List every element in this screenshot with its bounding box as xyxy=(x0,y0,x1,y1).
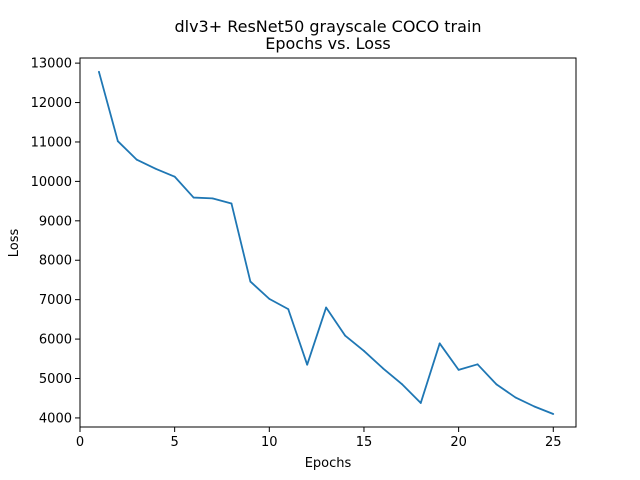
data-point xyxy=(154,167,157,170)
x-tick-label: 0 xyxy=(76,435,84,450)
data-point xyxy=(344,334,346,337)
y-tick-label: 4000 xyxy=(39,411,72,426)
x-tick-label: 10 xyxy=(261,435,278,450)
y-tick-label: 12000 xyxy=(31,96,72,111)
data-point xyxy=(325,306,328,309)
data-point xyxy=(230,202,233,205)
x-axis-ticks: 0 5 10 15 20 25 xyxy=(76,427,562,450)
data-point xyxy=(192,196,195,199)
y-tick-label: 7000 xyxy=(39,293,72,308)
chart-title: dlv3+ ResNet50 grayscale COCO train xyxy=(174,17,481,36)
chart-subtitle: Epochs vs. Loss xyxy=(265,34,390,53)
data-point xyxy=(116,140,119,143)
data-point xyxy=(211,197,214,200)
y-tick-label: 10000 xyxy=(31,175,72,190)
data-point xyxy=(514,396,517,399)
data-point xyxy=(419,402,422,404)
y-axis-ticks: 4000 5000 6000 7000 8000 9000 10000 11000 12000 1… xyxy=(31,57,80,426)
y-tick-label: 11000 xyxy=(31,135,72,150)
x-axis-label: Epochs xyxy=(305,456,352,471)
data-point xyxy=(98,70,100,73)
data-point xyxy=(287,308,290,311)
data-point xyxy=(457,368,460,371)
loss-series-line xyxy=(98,71,554,415)
plot-area-frame xyxy=(79,57,577,428)
y-tick-label: 5000 xyxy=(39,372,72,387)
x-tick-label: 25 xyxy=(545,435,562,450)
data-point xyxy=(438,342,441,345)
y-tick-label: 6000 xyxy=(39,333,72,348)
data-point xyxy=(173,175,176,178)
data-point xyxy=(476,363,479,366)
data-point xyxy=(306,363,309,366)
data-point xyxy=(363,350,365,352)
x-tick-label: 15 xyxy=(356,435,373,450)
x-tick-label: 5 xyxy=(171,435,179,450)
y-axis-label: Loss xyxy=(7,229,22,258)
series-points xyxy=(98,70,555,415)
data-point xyxy=(268,297,271,300)
data-point xyxy=(533,405,536,408)
data-point xyxy=(382,367,384,370)
data-point xyxy=(400,383,403,385)
y-tick-label: 8000 xyxy=(39,254,72,269)
y-tick-label: 9000 xyxy=(39,214,72,229)
data-point xyxy=(552,413,555,415)
y-tick-label: 13000 xyxy=(31,57,72,72)
data-point xyxy=(135,158,138,161)
x-tick-label: 20 xyxy=(450,435,467,450)
data-point xyxy=(249,280,252,283)
data-point xyxy=(495,383,498,386)
